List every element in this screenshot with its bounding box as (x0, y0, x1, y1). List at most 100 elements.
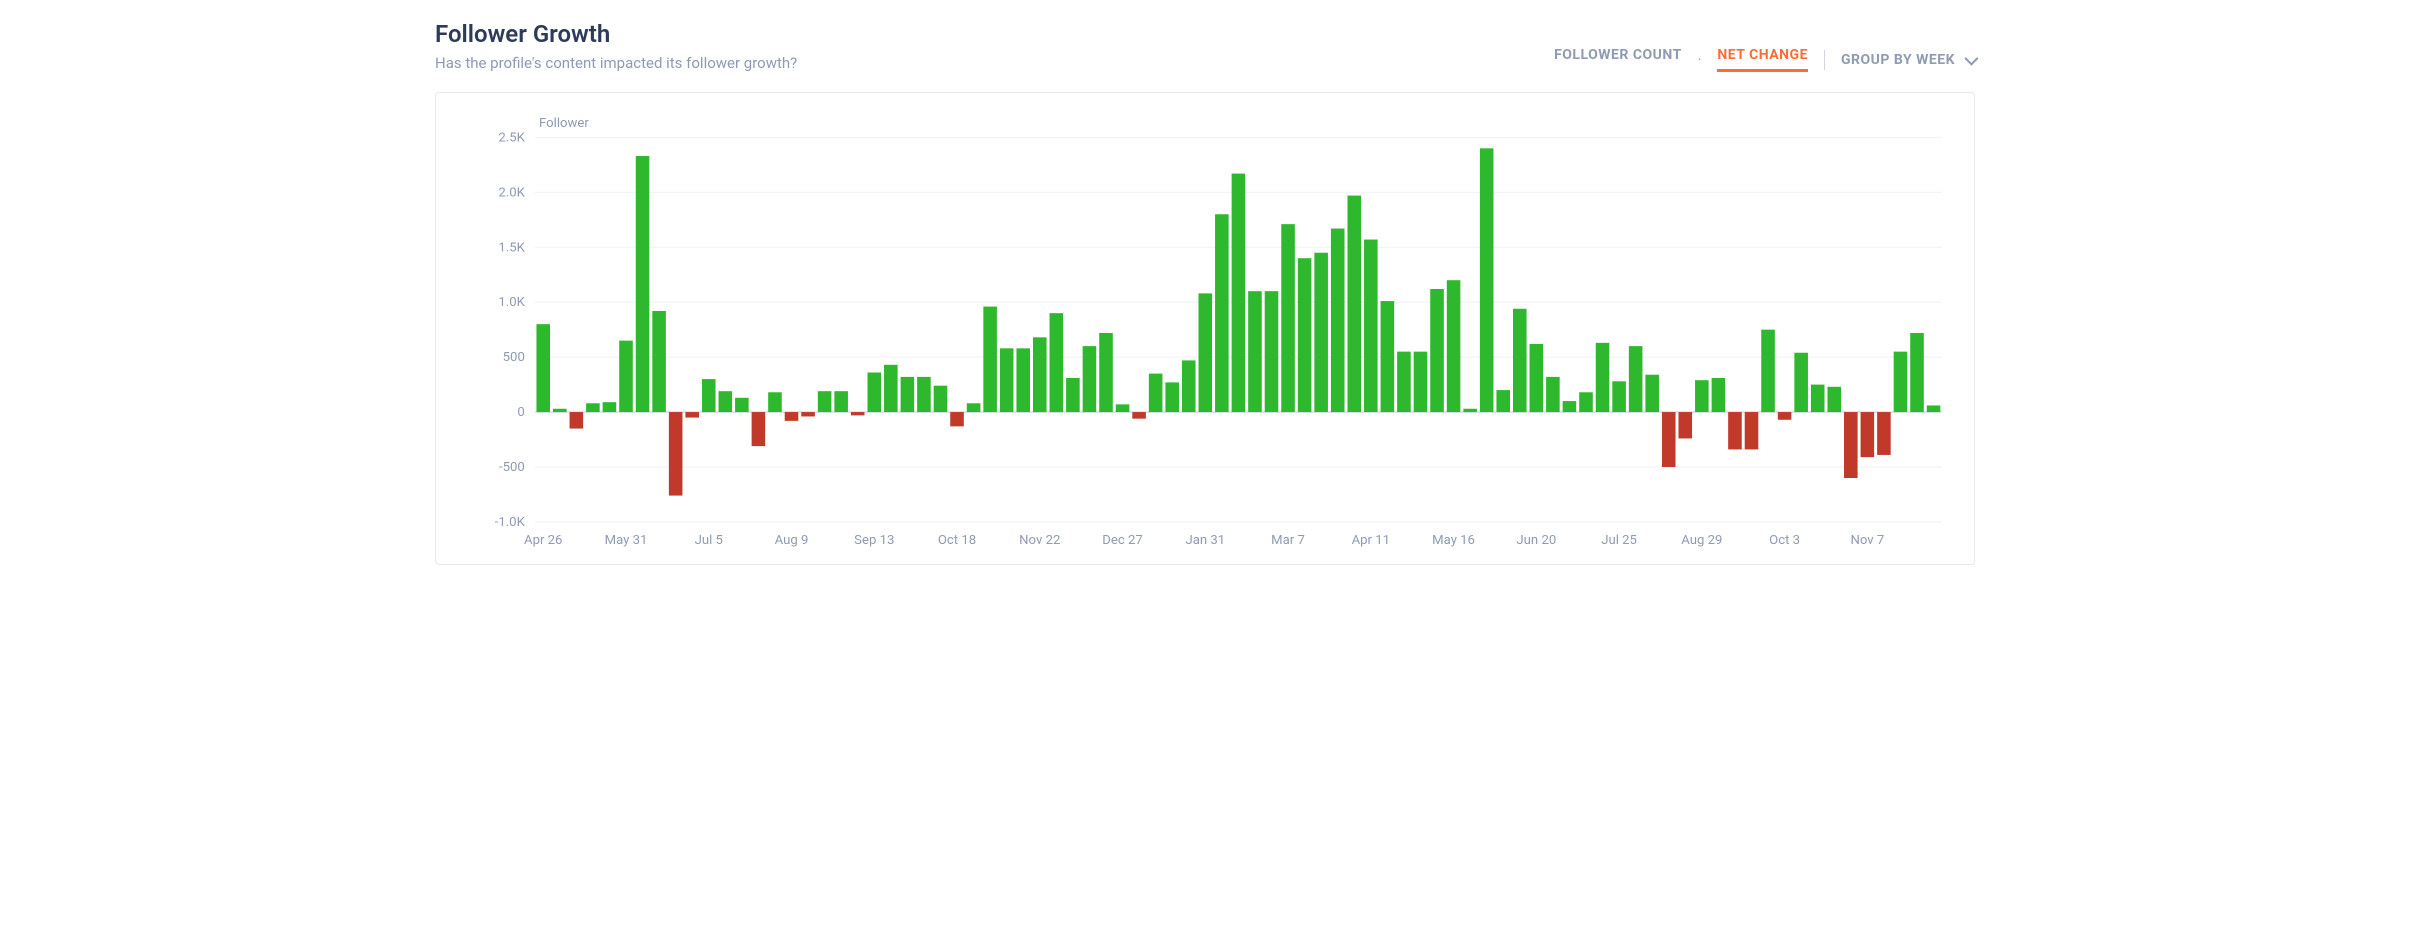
bar[interactable] (669, 412, 683, 496)
bar[interactable] (1877, 412, 1891, 455)
svg-text:Oct 3: Oct 3 (1769, 533, 1800, 548)
bar[interactable] (1132, 412, 1146, 419)
chevron-down-icon (1964, 51, 1978, 65)
bar[interactable] (1248, 291, 1262, 412)
svg-text:Apr 11: Apr 11 (1352, 533, 1390, 548)
bar[interactable] (735, 398, 749, 412)
svg-text:1.5K: 1.5K (498, 240, 525, 255)
bar[interactable] (1530, 344, 1544, 412)
bar[interactable] (785, 412, 799, 421)
svg-text:Mar 7: Mar 7 (1271, 533, 1305, 548)
svg-text:Jul 5: Jul 5 (695, 533, 723, 548)
bar[interactable] (1645, 375, 1659, 412)
svg-text:Aug 29: Aug 29 (1681, 533, 1722, 548)
bar[interactable] (1861, 412, 1875, 457)
bar[interactable] (1463, 409, 1477, 412)
bar[interactable] (1232, 174, 1246, 412)
bar[interactable] (1116, 404, 1130, 412)
bar[interactable] (719, 391, 733, 412)
bar[interactable] (1612, 381, 1626, 412)
bar[interactable] (1298, 258, 1312, 412)
bar[interactable] (1447, 280, 1461, 412)
svg-text:Nov 22: Nov 22 (1019, 533, 1060, 548)
bar[interactable] (1844, 412, 1858, 478)
bar[interactable] (1347, 196, 1361, 412)
bar[interactable] (1546, 377, 1560, 412)
bar[interactable] (1331, 229, 1345, 413)
bar[interactable] (1927, 405, 1941, 412)
bar[interactable] (636, 156, 650, 412)
bar[interactable] (983, 307, 997, 412)
bar[interactable] (1215, 214, 1229, 412)
bar[interactable] (1314, 253, 1328, 412)
bar[interactable] (685, 412, 699, 417)
bar[interactable] (603, 402, 617, 412)
bar[interactable] (570, 412, 584, 428)
bar[interactable] (586, 403, 600, 412)
bar[interactable] (1811, 385, 1825, 412)
bar[interactable] (818, 391, 832, 412)
bar[interactable] (1149, 374, 1163, 412)
bar[interactable] (1629, 346, 1643, 412)
bar[interactable] (867, 373, 881, 413)
bar[interactable] (851, 412, 865, 415)
bar[interactable] (1596, 343, 1610, 412)
bar[interactable] (1827, 387, 1841, 412)
svg-text:0: 0 (517, 405, 524, 420)
bar[interactable] (1414, 352, 1428, 412)
tab-separator: · (1698, 52, 1702, 68)
bar[interactable] (1099, 333, 1113, 412)
bar[interactable] (1016, 348, 1030, 412)
bar[interactable] (768, 392, 782, 412)
bar[interactable] (1894, 352, 1908, 412)
bar[interactable] (1381, 301, 1395, 412)
bar[interactable] (619, 341, 633, 412)
bar[interactable] (967, 403, 981, 412)
bar[interactable] (1066, 378, 1080, 412)
bar[interactable] (934, 386, 948, 412)
bar[interactable] (1083, 346, 1097, 412)
bar[interactable] (1281, 224, 1295, 412)
bar[interactable] (1712, 378, 1726, 412)
bar[interactable] (1364, 240, 1378, 413)
group-by-dropdown[interactable]: GROUP BY WEEK (1841, 52, 1975, 68)
bar[interactable] (1513, 309, 1527, 412)
bar[interactable] (702, 379, 716, 412)
bar[interactable] (901, 377, 915, 412)
bar[interactable] (652, 311, 666, 412)
bar[interactable] (1480, 148, 1494, 412)
bar[interactable] (1728, 412, 1742, 449)
follower-growth-bar-chart: 2.5K2.0K1.5K1.0K5000-500-1.0KApr 26May 3… (456, 109, 1954, 554)
bar[interactable] (1182, 360, 1196, 412)
bar[interactable] (553, 409, 567, 412)
bar[interactable] (950, 412, 964, 426)
bar[interactable] (1761, 330, 1775, 412)
bar[interactable] (1496, 390, 1510, 412)
bar[interactable] (1695, 380, 1709, 412)
bar[interactable] (834, 391, 848, 412)
bar[interactable] (1679, 412, 1693, 438)
bar[interactable] (1397, 352, 1411, 412)
bar[interactable] (1778, 412, 1792, 420)
bar[interactable] (1662, 412, 1676, 467)
bar[interactable] (1265, 291, 1279, 412)
tab-net-change[interactable]: NET CHANGE (1717, 47, 1808, 72)
bar[interactable] (801, 412, 815, 416)
bar[interactable] (1050, 313, 1064, 412)
bar[interactable] (1794, 353, 1808, 412)
bar[interactable] (884, 365, 898, 412)
bar[interactable] (1910, 333, 1924, 412)
bar[interactable] (536, 324, 550, 412)
bar[interactable] (917, 377, 931, 412)
bar[interactable] (1579, 392, 1593, 412)
bar[interactable] (1033, 337, 1047, 412)
bar[interactable] (1165, 382, 1179, 412)
bar[interactable] (1000, 348, 1014, 412)
bar[interactable] (1430, 289, 1444, 412)
bar[interactable] (1745, 412, 1759, 449)
tab-follower-count[interactable]: FOLLOWER COUNT (1554, 47, 1682, 72)
bar[interactable] (752, 412, 766, 446)
bar[interactable] (1199, 293, 1213, 412)
svg-text:-500: -500 (499, 460, 525, 475)
bar[interactable] (1563, 401, 1577, 412)
